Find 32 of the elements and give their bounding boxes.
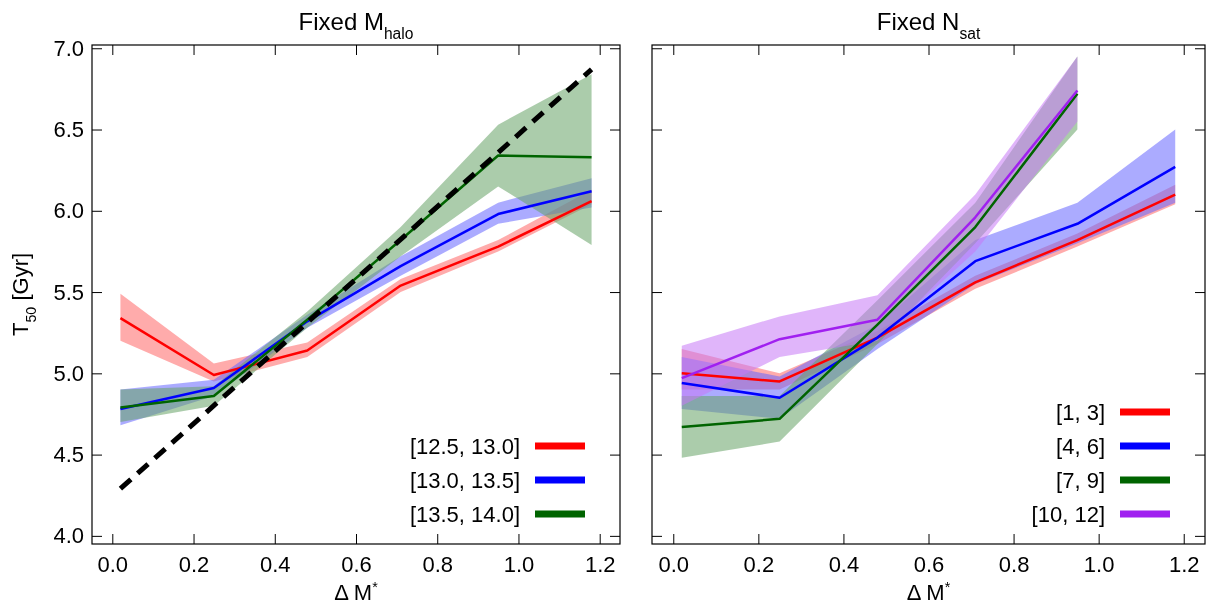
legend-label: [13.5, 14.0] (409, 501, 520, 527)
x-tick-label: 0.0 (658, 551, 690, 577)
x-tick-label: 0.6 (913, 551, 945, 577)
y-tick-label: 5.0 (53, 360, 84, 386)
legend-label: [10, 12] (1031, 501, 1105, 527)
chart-title: Fixed N$_{sat}$ (876, 8, 981, 42)
legend-label: [13.0, 13.5] (409, 467, 520, 493)
legend-label: [12.5, 13.0] (409, 433, 520, 459)
legend-label: [7, 9] (1056, 467, 1105, 493)
x-tick-label: 0.8 (998, 551, 1030, 577)
y-tick-label: 4.5 (53, 442, 84, 468)
x-tick-label: 1.2 (584, 551, 616, 577)
x-tick-label: 1.0 (1083, 551, 1115, 577)
x-tick-label: 0.2 (743, 551, 775, 577)
x-tick-label: 0.2 (178, 551, 210, 577)
y-tick-label: 6.0 (53, 198, 84, 224)
x-axis-title: Δ M$^{*}$ (334, 579, 379, 605)
x-tick-label: 1.0 (503, 551, 535, 577)
x-tick-label: 0.4 (259, 551, 291, 577)
y-tick-label: 5.5 (53, 279, 84, 305)
legend-label: [1, 3] (1056, 399, 1105, 425)
y-tick-label: 6.5 (53, 117, 84, 143)
x-tick-label: 1.2 (1168, 551, 1200, 577)
chart-title: Fixed M$_{halo}$ (298, 8, 414, 42)
x-tick-label: 0.0 (97, 551, 129, 577)
y-tick-label: 4.0 (53, 523, 84, 549)
y-tick-label: 7.0 (53, 35, 84, 61)
x-tick-label: 0.6 (341, 551, 372, 577)
legend-label: [4, 6] (1056, 433, 1105, 459)
x-tick-label: 0.4 (828, 551, 860, 577)
x-axis-title: Δ M$^{*}$ (906, 579, 951, 605)
x-tick-label: 0.8 (422, 551, 454, 577)
